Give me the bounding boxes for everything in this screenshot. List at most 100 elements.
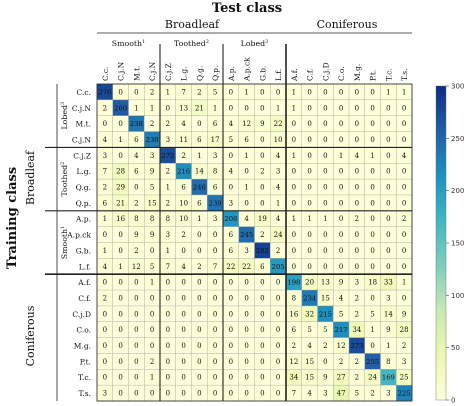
heatmap-cell: [207, 385, 223, 401]
heatmap-cell: [286, 194, 302, 211]
colorbar-tick-label: 100: [451, 292, 464, 300]
cell-value-label: 0: [339, 199, 343, 207]
cell-value-label: 2: [197, 88, 201, 96]
heatmap-cell: [238, 353, 255, 370]
colorbar-tick-label: 300: [451, 83, 464, 91]
heatmap-cell: [380, 131, 397, 148]
cell-value-label: 0: [150, 310, 154, 318]
cell-value-label: 0: [229, 326, 233, 334]
cell-value-label: 0: [276, 358, 280, 366]
heatmap-cell: [238, 290, 255, 306]
cell-value-label: 0: [355, 136, 359, 144]
heatmap-cell: [175, 258, 192, 275]
y-tick-label: C.j.N: [72, 135, 92, 144]
cell-value-label: 0: [150, 342, 154, 350]
heatmap-cell: [191, 290, 208, 306]
heatmap-cell: [364, 242, 381, 259]
cell-value-label: 4: [181, 263, 186, 271]
heatmap-cell: [191, 321, 208, 338]
cell-value-label: 2: [103, 184, 107, 192]
heatmap-cell: [380, 242, 397, 259]
cell-value-label: 0: [166, 390, 170, 398]
heatmap-cell: [191, 226, 208, 243]
heatmap-cell: [380, 305, 397, 322]
cell-value-label: 0: [276, 279, 280, 287]
heatmap-cell: [128, 115, 145, 132]
cell-value-label: 1: [118, 263, 122, 271]
cell-value-label: 217: [335, 326, 348, 334]
heatmap-cell: [396, 84, 412, 100]
cell-value-label: 2: [402, 342, 406, 350]
cell-value-label: 6: [260, 263, 265, 271]
cell-value-label: 0: [307, 231, 311, 239]
heatmap-cell: [207, 337, 223, 354]
heatmap-cell: [128, 337, 145, 354]
heatmap-cell: [396, 242, 412, 259]
cell-value-label: 0: [229, 152, 233, 160]
cell-value-label: 0: [166, 358, 170, 366]
cell-value-label: 0: [181, 326, 185, 334]
heatmap-cell: [317, 385, 334, 401]
heatmap-cell: [144, 147, 160, 164]
cell-value-label: 0: [386, 231, 390, 239]
heatmap-cell: [97, 226, 113, 243]
x-tick-label: M.g.: [353, 64, 362, 81]
heatmap-cell: [333, 353, 349, 370]
heatmap-cell: [254, 163, 271, 180]
heatmap-cell: [301, 385, 318, 401]
heatmap-cell: [160, 147, 176, 164]
cell-value-label: 215: [319, 310, 332, 318]
heatmap-cell: [380, 115, 397, 132]
cell-value-label: 0: [244, 279, 248, 287]
heatmap-cell: [301, 179, 318, 195]
heatmap-cell: [223, 84, 239, 100]
cell-value-label: 16: [116, 215, 125, 223]
y-tick-label: A.f.: [77, 278, 91, 287]
cell-value-label: 6: [213, 184, 218, 192]
heatmap-cell: [286, 210, 302, 227]
cell-value-label: 0: [307, 152, 311, 160]
cell-value-label: 1: [402, 88, 406, 96]
cell-value-label: 0: [386, 247, 390, 255]
heatmap-cell: [286, 163, 302, 180]
heatmap-cell: [238, 385, 255, 401]
cell-value-label: 0: [386, 184, 390, 192]
heatmap-cell: [223, 242, 239, 259]
cell-value-label: 1: [103, 247, 107, 255]
heatmap-cell: [97, 321, 113, 338]
heatmap-cell: [270, 84, 286, 100]
cell-value-label: 0: [292, 136, 296, 144]
cell-value-label: 0: [386, 152, 390, 160]
cell-value-label: 0: [292, 184, 296, 192]
heatmap-cell: [207, 290, 223, 306]
heatmap-cell: [349, 131, 365, 148]
colorbar-tick-label: 50: [451, 344, 460, 352]
cell-value-label: 0: [229, 279, 233, 287]
heatmap-cell: [380, 163, 397, 180]
cell-value-label: 1: [150, 374, 154, 382]
heatmap-cell: [128, 179, 145, 195]
cell-value-label: 2: [166, 168, 170, 176]
cell-value-label: 1: [166, 184, 170, 192]
cell-value-label: 0: [213, 390, 217, 398]
cell-value-label: 10: [179, 215, 188, 223]
cell-value-label: 1: [370, 152, 374, 160]
cell-value-label: 0: [370, 104, 374, 112]
heatmap-cell: [128, 385, 145, 401]
cell-value-label: 0: [370, 247, 374, 255]
colorbar: 0 50 100 150 200 250 300: [435, 83, 464, 405]
cell-value-label: 0: [118, 390, 122, 398]
heatmap-cell: [333, 385, 349, 401]
cell-value-label: 0: [402, 136, 406, 144]
x-tick-label: Q.g.: [195, 66, 204, 81]
cell-value-label: 0: [323, 88, 327, 96]
cell-value-label: 21: [116, 199, 125, 207]
cell-value-label: 47: [337, 390, 346, 398]
cell-value-label: 5: [229, 136, 233, 144]
heatmap-cell: [301, 274, 318, 291]
heatmap-cell: [286, 84, 302, 100]
heatmap-cell: [349, 337, 365, 354]
heatmap-cell: [317, 163, 334, 180]
heatmap-cell: [333, 115, 349, 132]
cell-value-label: 0: [118, 88, 122, 96]
